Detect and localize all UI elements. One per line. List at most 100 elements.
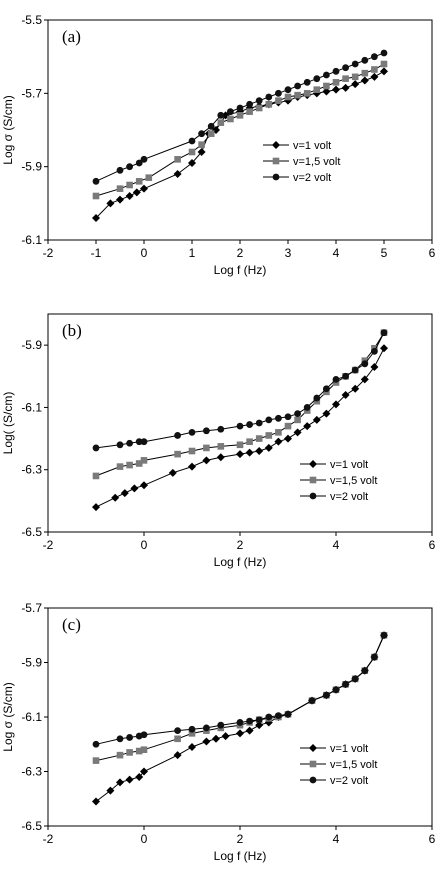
legend-marker xyxy=(309,760,317,768)
series-circle xyxy=(92,49,388,185)
data-point xyxy=(188,462,196,471)
data-point xyxy=(323,71,330,79)
data-point xyxy=(116,441,124,449)
data-point xyxy=(245,448,254,457)
data-point xyxy=(342,372,349,380)
data-point xyxy=(265,713,273,721)
data-point xyxy=(360,375,369,384)
data-point xyxy=(332,376,340,383)
data-point xyxy=(188,428,196,436)
panel-label: (c) xyxy=(62,615,81,634)
data-point xyxy=(371,53,378,61)
data-point xyxy=(236,422,244,430)
data-point xyxy=(265,93,273,101)
data-point xyxy=(116,751,124,759)
data-point xyxy=(303,422,312,431)
y-tick-label: -6.1 xyxy=(21,400,42,414)
y-tick-label: -5.9 xyxy=(21,656,42,670)
data-point xyxy=(92,740,100,748)
data-point xyxy=(371,653,378,661)
data-point xyxy=(198,130,206,138)
data-point xyxy=(303,90,311,97)
series-circle xyxy=(92,631,388,748)
data-point xyxy=(293,428,302,437)
data-point xyxy=(342,680,349,688)
x-tick-label: 6 xyxy=(429,538,436,552)
x-axis-title: Log f (Hz) xyxy=(214,849,267,863)
data-point xyxy=(284,422,292,430)
x-tick-label: -1 xyxy=(91,246,102,260)
data-point xyxy=(380,631,388,639)
data-point xyxy=(323,691,330,699)
data-point xyxy=(332,67,340,75)
x-tick-label: 2 xyxy=(237,538,244,552)
series-line xyxy=(95,70,385,219)
data-point xyxy=(92,797,100,806)
data-point xyxy=(236,104,244,112)
data-point xyxy=(217,111,225,119)
data-point xyxy=(351,384,360,393)
x-tick-label: 4 xyxy=(333,538,340,552)
data-point xyxy=(265,416,273,424)
data-point xyxy=(360,76,369,85)
data-point xyxy=(361,69,369,77)
legend-marker xyxy=(272,157,280,165)
data-point xyxy=(188,730,196,737)
legend-label: v=1,5 volt xyxy=(330,475,377,487)
data-point xyxy=(212,734,220,743)
data-point xyxy=(303,78,311,86)
data-point xyxy=(246,717,254,725)
data-point xyxy=(135,178,143,185)
data-point xyxy=(140,746,148,753)
data-point xyxy=(361,667,369,675)
data-point xyxy=(92,503,100,512)
legend-label: v=1 volt xyxy=(293,140,331,152)
data-point xyxy=(174,727,182,735)
panel-label: (b) xyxy=(62,321,82,340)
data-point xyxy=(246,100,254,108)
data-point xyxy=(313,86,321,93)
data-point xyxy=(173,751,182,760)
data-point xyxy=(116,735,124,743)
data-point xyxy=(284,434,292,443)
data-point xyxy=(255,721,264,730)
data-point xyxy=(217,425,225,433)
data-point xyxy=(275,97,282,104)
data-point xyxy=(126,461,133,469)
data-point xyxy=(116,195,124,204)
data-point xyxy=(207,130,215,137)
data-point xyxy=(126,163,133,171)
data-point xyxy=(255,104,263,112)
data-point xyxy=(126,439,133,447)
y-tick-label: -6.3 xyxy=(21,765,42,779)
data-point xyxy=(284,413,292,421)
data-point xyxy=(120,489,129,498)
data-point xyxy=(126,749,133,756)
data-point xyxy=(125,192,134,200)
data-point xyxy=(140,481,148,490)
legend: v=1 volt v=1,5 volt v=2 volt xyxy=(263,140,340,184)
data-point xyxy=(236,729,244,738)
data-point xyxy=(313,75,321,83)
data-point xyxy=(361,360,369,368)
data-point xyxy=(116,463,124,470)
legend-label: v=2 volt xyxy=(293,172,331,184)
legend-marker xyxy=(309,460,317,468)
data-point xyxy=(332,686,340,694)
data-point xyxy=(284,86,292,94)
legend-marker xyxy=(309,744,317,752)
chart-panel-a: -2 -1 0 1 2 3 4 5 6 -6.1 -5.9 -5.7 -5.5 Log f (Hz) Log… xyxy=(1,13,436,277)
data-point xyxy=(202,737,211,746)
data-point xyxy=(274,437,283,446)
data-point xyxy=(380,49,388,57)
y-tick-label: -5.7 xyxy=(21,86,42,100)
series-diamond xyxy=(92,67,388,222)
legend-label: v=1 volt xyxy=(330,743,368,755)
data-point xyxy=(188,148,196,156)
data-point xyxy=(135,460,143,467)
data-point xyxy=(275,89,282,97)
y-tick-label: -5.9 xyxy=(21,160,42,174)
data-point xyxy=(275,429,282,436)
chart-panel-b: -2 0 2 4 6 -6.5 -6.3 -6.1 -5.9 Log f (Hz) Log( (S/… xyxy=(1,313,436,569)
data-point xyxy=(174,450,181,458)
